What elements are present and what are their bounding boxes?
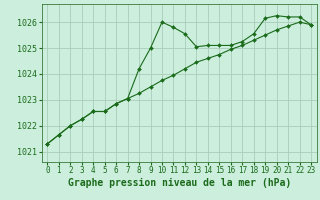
X-axis label: Graphe pression niveau de la mer (hPa): Graphe pression niveau de la mer (hPa) [68,178,291,188]
